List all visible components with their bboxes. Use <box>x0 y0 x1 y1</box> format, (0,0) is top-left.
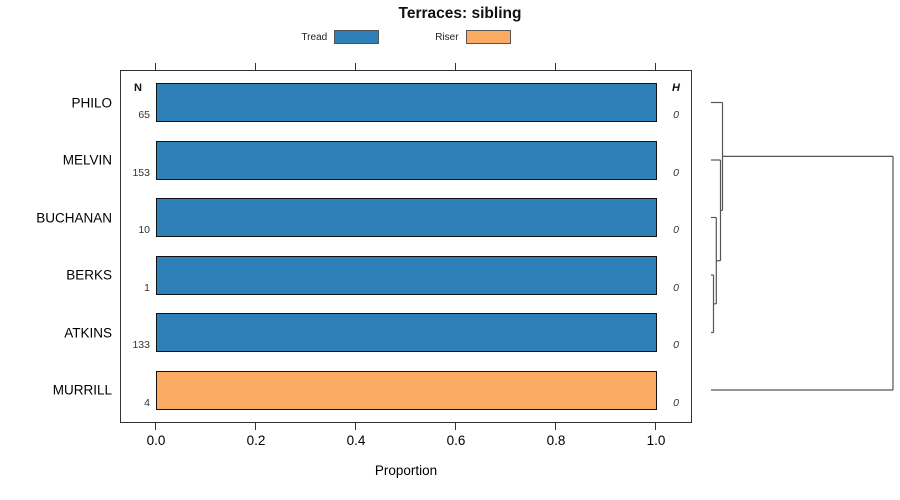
proportion-bar <box>156 140 657 180</box>
x-tick-mark <box>655 423 656 430</box>
proportion-bar <box>156 255 657 295</box>
h-column-header: H <box>672 82 680 94</box>
x-tick-mark <box>255 423 256 430</box>
legend-label-tread: Tread <box>301 31 328 43</box>
chart-row: BERKS 1 0 <box>0 255 900 295</box>
n-value: 133 <box>132 339 150 351</box>
h-value: 0 <box>673 224 679 236</box>
x-tick-label: 0.6 <box>446 433 466 448</box>
n-value: 65 <box>138 109 150 121</box>
x-tick-label: 0.4 <box>346 433 366 448</box>
legend-item-riser: Riser <box>435 30 511 44</box>
h-value: 0 <box>673 339 679 351</box>
legend-label-riser: Riser <box>435 31 459 43</box>
x-tick-mark <box>155 423 156 430</box>
chart-row: ATKINS 133 0 <box>0 313 900 352</box>
n-column-header: N <box>134 82 142 94</box>
x-tick-label: 0.0 <box>146 433 166 448</box>
x-tick-mark-top <box>255 63 256 70</box>
x-tick-mark-top <box>355 63 356 70</box>
n-value: 1 <box>144 281 150 294</box>
chart-row: MELVIN 153 0 <box>0 140 900 180</box>
proportion-bar <box>156 370 657 410</box>
x-tick-mark <box>555 423 556 430</box>
legend: Tread Riser <box>120 30 692 44</box>
x-tick-mark <box>455 423 456 430</box>
chart-row: MURRILL 4 0 <box>0 370 900 410</box>
chart-row: BUCHANAN 10 0 <box>0 198 900 237</box>
category-label: BERKS <box>66 267 112 283</box>
chart-row: PHILO 65 0 <box>0 83 900 122</box>
legend-item-tread: Tread <box>301 30 380 44</box>
plot-area <box>120 70 692 423</box>
x-tick-mark-top <box>655 63 656 70</box>
h-value: 0 <box>673 281 679 294</box>
n-value: 10 <box>138 224 150 236</box>
tread-color-swatch <box>334 30 380 44</box>
category-label: PHILO <box>71 95 112 110</box>
x-tick-label: 0.8 <box>546 433 566 448</box>
category-label: MELVIN <box>62 152 112 168</box>
riser-color-swatch <box>465 30 511 44</box>
x-tick-mark-top <box>555 63 556 70</box>
h-value: 0 <box>673 166 679 179</box>
proportion-bar <box>156 198 657 237</box>
x-axis-title: Proportion <box>374 463 438 478</box>
proportion-bar <box>156 83 657 122</box>
h-value: 0 <box>673 109 679 121</box>
x-tick-mark-top <box>455 63 456 70</box>
chart-title: Terraces: sibling <box>398 5 522 22</box>
category-label: MURRILL <box>52 382 112 398</box>
x-tick-label: 0.2 <box>246 433 266 448</box>
x-tick-label: 1.0 <box>646 433 666 448</box>
h-value: 0 <box>673 396 679 409</box>
category-label: ATKINS <box>64 325 112 340</box>
n-value: 153 <box>132 166 150 179</box>
category-label: BUCHANAN <box>36 210 112 225</box>
x-tick-mark <box>355 423 356 430</box>
n-value: 4 <box>144 396 150 409</box>
x-tick-mark-top <box>155 63 156 70</box>
proportion-bar <box>156 313 657 352</box>
